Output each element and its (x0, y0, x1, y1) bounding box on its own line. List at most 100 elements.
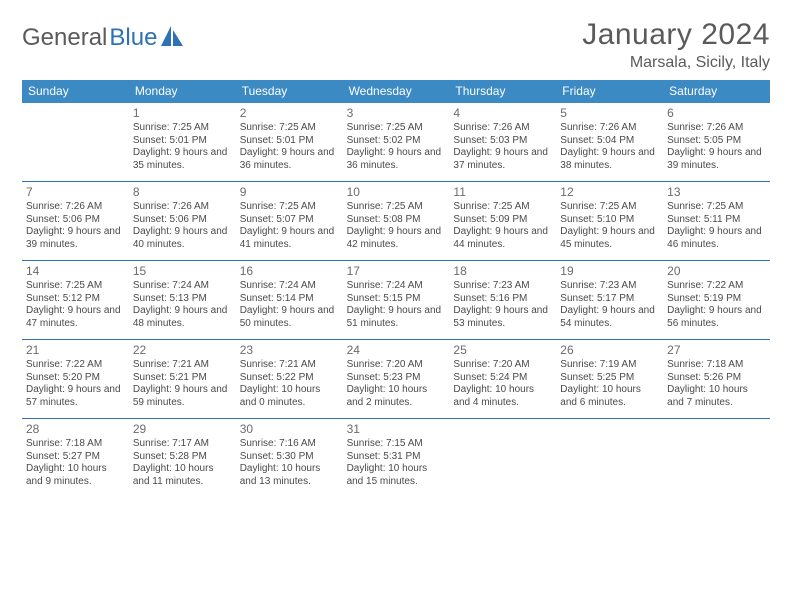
daylight-text: Daylight: 9 hours and 47 minutes. (26, 305, 125, 330)
day-cell: 16Sunrise: 7:24 AMSunset: 5:14 PMDayligh… (236, 261, 343, 339)
sunrise-text: Sunrise: 7:25 AM (240, 122, 339, 135)
day-number: 10 (347, 185, 446, 200)
daylight-text: Daylight: 10 hours and 2 minutes. (347, 384, 446, 409)
daylight-text: Daylight: 10 hours and 4 minutes. (453, 384, 552, 409)
day-number: 13 (667, 185, 766, 200)
sunset-text: Sunset: 5:22 PM (240, 372, 339, 385)
week-row: 1Sunrise: 7:25 AMSunset: 5:01 PMDaylight… (22, 103, 770, 182)
day-cell: 31Sunrise: 7:15 AMSunset: 5:31 PMDayligh… (343, 419, 450, 497)
sunset-text: Sunset: 5:07 PM (240, 214, 339, 227)
day-cell: 12Sunrise: 7:25 AMSunset: 5:10 PMDayligh… (556, 182, 663, 260)
sunrise-text: Sunrise: 7:25 AM (240, 201, 339, 214)
day-cell: 26Sunrise: 7:19 AMSunset: 5:25 PMDayligh… (556, 340, 663, 418)
day-number: 25 (453, 343, 552, 358)
sunrise-text: Sunrise: 7:25 AM (133, 122, 232, 135)
calendar-grid: Sunday Monday Tuesday Wednesday Thursday… (22, 80, 770, 497)
sunrise-text: Sunrise: 7:25 AM (667, 201, 766, 214)
sunrise-text: Sunrise: 7:20 AM (453, 359, 552, 372)
sunset-text: Sunset: 5:02 PM (347, 135, 446, 148)
day-number: 11 (453, 185, 552, 200)
sunset-text: Sunset: 5:23 PM (347, 372, 446, 385)
sunrise-text: Sunrise: 7:22 AM (667, 280, 766, 293)
brand-part1: General (22, 24, 107, 52)
sunrise-text: Sunrise: 7:25 AM (453, 201, 552, 214)
day-cell: 28Sunrise: 7:18 AMSunset: 5:27 PMDayligh… (22, 419, 129, 497)
week-row: 7Sunrise: 7:26 AMSunset: 5:06 PMDaylight… (22, 182, 770, 261)
sunrise-text: Sunrise: 7:25 AM (26, 280, 125, 293)
daylight-text: Daylight: 10 hours and 9 minutes. (26, 463, 125, 488)
daylight-text: Daylight: 9 hours and 39 minutes. (26, 226, 125, 251)
day-number: 9 (240, 185, 339, 200)
sunset-text: Sunset: 5:21 PM (133, 372, 232, 385)
day-number: 17 (347, 264, 446, 279)
daylight-text: Daylight: 9 hours and 51 minutes. (347, 305, 446, 330)
sunset-text: Sunset: 5:20 PM (26, 372, 125, 385)
daylight-text: Daylight: 9 hours and 36 minutes. (347, 147, 446, 172)
day-number: 24 (347, 343, 446, 358)
day-cell: 6Sunrise: 7:26 AMSunset: 5:05 PMDaylight… (663, 103, 770, 181)
brand-logo: GeneralBlue (22, 24, 185, 52)
daylight-text: Daylight: 9 hours and 41 minutes. (240, 226, 339, 251)
sunset-text: Sunset: 5:14 PM (240, 293, 339, 306)
day-cell: 4Sunrise: 7:26 AMSunset: 5:03 PMDaylight… (449, 103, 556, 181)
daylight-text: Daylight: 9 hours and 36 minutes. (240, 147, 339, 172)
sunset-text: Sunset: 5:26 PM (667, 372, 766, 385)
location: Marsala, Sicily, Italy (582, 54, 770, 72)
day-cell: 25Sunrise: 7:20 AMSunset: 5:24 PMDayligh… (449, 340, 556, 418)
day-number: 12 (560, 185, 659, 200)
sunset-text: Sunset: 5:13 PM (133, 293, 232, 306)
sunset-text: Sunset: 5:06 PM (133, 214, 232, 227)
sunset-text: Sunset: 5:31 PM (347, 451, 446, 464)
sunset-text: Sunset: 5:30 PM (240, 451, 339, 464)
weekday-label: Sunday (22, 80, 129, 103)
day-cell: 18Sunrise: 7:23 AMSunset: 5:16 PMDayligh… (449, 261, 556, 339)
daylight-text: Daylight: 9 hours and 46 minutes. (667, 226, 766, 251)
weekday-label: Saturday (663, 80, 770, 103)
weekday-label: Friday (556, 80, 663, 103)
weekday-label: Wednesday (343, 80, 450, 103)
daylight-text: Daylight: 10 hours and 6 minutes. (560, 384, 659, 409)
day-cell: 10Sunrise: 7:25 AMSunset: 5:08 PMDayligh… (343, 182, 450, 260)
weeks-container: 1Sunrise: 7:25 AMSunset: 5:01 PMDaylight… (22, 103, 770, 497)
daylight-text: Daylight: 9 hours and 44 minutes. (453, 226, 552, 251)
day-cell (22, 103, 129, 181)
day-number: 21 (26, 343, 125, 358)
week-row: 21Sunrise: 7:22 AMSunset: 5:20 PMDayligh… (22, 340, 770, 419)
day-cell: 8Sunrise: 7:26 AMSunset: 5:06 PMDaylight… (129, 182, 236, 260)
sunrise-text: Sunrise: 7:26 AM (26, 201, 125, 214)
day-number: 14 (26, 264, 125, 279)
sunrise-text: Sunrise: 7:24 AM (347, 280, 446, 293)
day-number: 8 (133, 185, 232, 200)
daylight-text: Daylight: 10 hours and 15 minutes. (347, 463, 446, 488)
sunset-text: Sunset: 5:01 PM (240, 135, 339, 148)
day-cell: 21Sunrise: 7:22 AMSunset: 5:20 PMDayligh… (22, 340, 129, 418)
sunrise-text: Sunrise: 7:16 AM (240, 438, 339, 451)
daylight-text: Daylight: 9 hours and 40 minutes. (133, 226, 232, 251)
day-cell: 15Sunrise: 7:24 AMSunset: 5:13 PMDayligh… (129, 261, 236, 339)
day-number: 2 (240, 106, 339, 121)
week-row: 14Sunrise: 7:25 AMSunset: 5:12 PMDayligh… (22, 261, 770, 340)
day-number: 22 (133, 343, 232, 358)
sunrise-text: Sunrise: 7:18 AM (26, 438, 125, 451)
sunrise-text: Sunrise: 7:26 AM (667, 122, 766, 135)
sunset-text: Sunset: 5:10 PM (560, 214, 659, 227)
day-number: 20 (667, 264, 766, 279)
sunrise-text: Sunrise: 7:21 AM (133, 359, 232, 372)
day-cell: 29Sunrise: 7:17 AMSunset: 5:28 PMDayligh… (129, 419, 236, 497)
sunset-text: Sunset: 5:17 PM (560, 293, 659, 306)
day-number: 30 (240, 422, 339, 437)
sunrise-text: Sunrise: 7:15 AM (347, 438, 446, 451)
sunrise-text: Sunrise: 7:19 AM (560, 359, 659, 372)
daylight-text: Daylight: 9 hours and 35 minutes. (133, 147, 232, 172)
title-block: January 2024 Marsala, Sicily, Italy (582, 18, 770, 72)
month-title: January 2024 (582, 18, 770, 52)
day-number: 29 (133, 422, 232, 437)
day-cell: 14Sunrise: 7:25 AMSunset: 5:12 PMDayligh… (22, 261, 129, 339)
day-cell: 19Sunrise: 7:23 AMSunset: 5:17 PMDayligh… (556, 261, 663, 339)
day-cell: 2Sunrise: 7:25 AMSunset: 5:01 PMDaylight… (236, 103, 343, 181)
day-cell: 3Sunrise: 7:25 AMSunset: 5:02 PMDaylight… (343, 103, 450, 181)
sunset-text: Sunset: 5:25 PM (560, 372, 659, 385)
daylight-text: Daylight: 9 hours and 38 minutes. (560, 147, 659, 172)
day-cell: 30Sunrise: 7:16 AMSunset: 5:30 PMDayligh… (236, 419, 343, 497)
sunset-text: Sunset: 5:12 PM (26, 293, 125, 306)
